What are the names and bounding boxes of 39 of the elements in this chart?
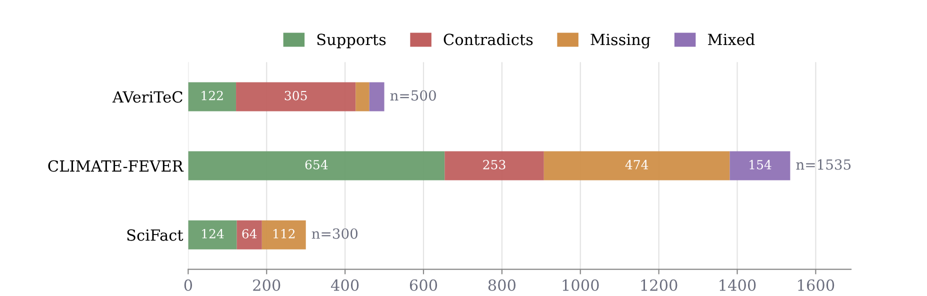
x-tick-label: 1600	[798, 279, 834, 291]
bar	[188, 82, 236, 112]
data-label: 122	[202, 90, 223, 100]
total-label: n=300	[312, 228, 358, 239]
data-label: 253	[483, 160, 506, 170]
y-tick-label: CLIMATE-FEVER	[48, 160, 184, 172]
data-label: 64	[242, 229, 257, 238]
x-tick-label: 1200	[641, 279, 678, 291]
bar	[262, 220, 306, 250]
bar	[730, 151, 790, 180]
bar	[444, 151, 544, 180]
total-label: n=500	[390, 90, 436, 101]
legend-label: Mixed	[708, 33, 755, 46]
data-label: 654	[305, 160, 328, 170]
x-tick-label: 800	[488, 279, 516, 291]
x-tick-label: 1400	[720, 279, 756, 291]
y-tick-label: SciFact	[127, 229, 184, 241]
data-label: 154	[750, 160, 772, 170]
bar	[544, 151, 730, 180]
x-tick-label: 600	[410, 279, 438, 291]
legend-label: Contradicts	[444, 33, 533, 46]
data-label: 305	[284, 90, 307, 100]
x-tick-label: 400	[330, 279, 359, 291]
data-label: 124	[202, 229, 224, 238]
bar	[188, 151, 445, 180]
data-label: 112	[273, 229, 295, 238]
bar	[356, 82, 370, 112]
legend-label: Supports	[317, 34, 386, 48]
x-tick-label: 0	[184, 279, 192, 291]
x-tick-label: 1000	[562, 279, 599, 291]
legend-label: Missing	[590, 34, 650, 48]
total-label: n=1535	[796, 159, 851, 170]
bar	[188, 220, 237, 250]
data-label: 474	[625, 160, 648, 170]
bar	[236, 220, 262, 250]
x-tick-label: 200	[253, 279, 280, 291]
y-tick-label: AVeriTeC	[112, 91, 182, 103]
bar	[369, 82, 384, 112]
bar	[236, 82, 356, 112]
